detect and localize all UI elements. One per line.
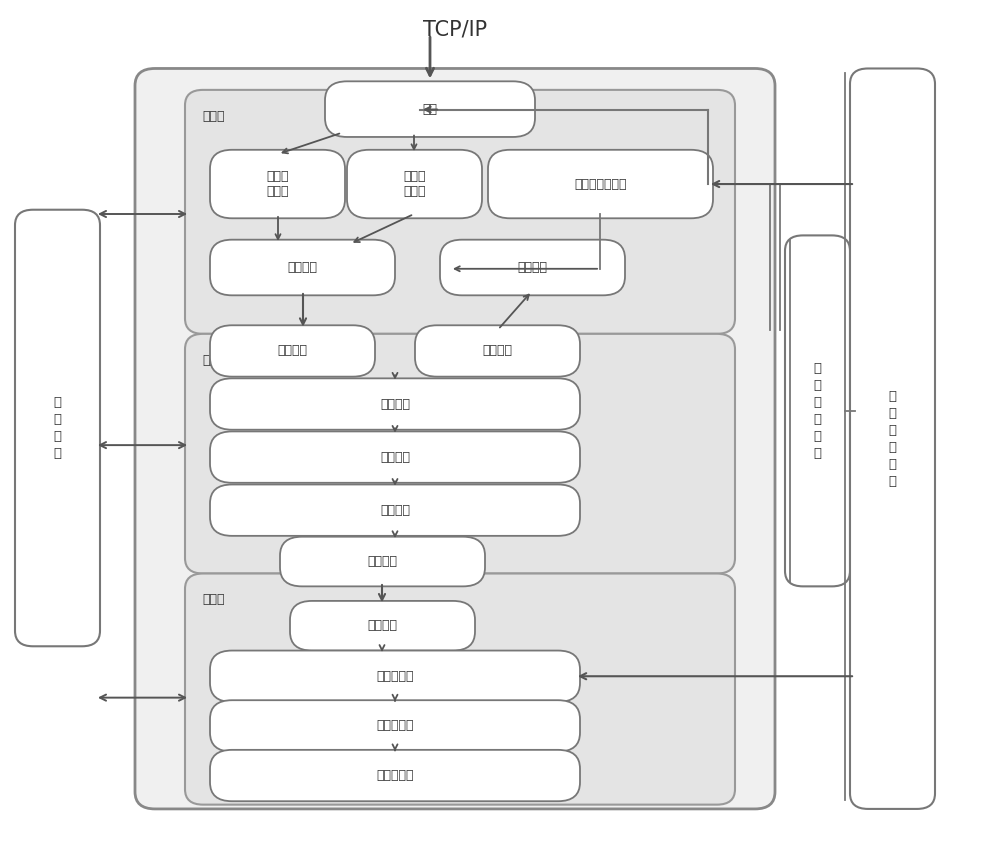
FancyBboxPatch shape	[850, 68, 935, 809]
FancyBboxPatch shape	[210, 378, 580, 430]
Text: 通信: 通信	[423, 103, 438, 116]
FancyBboxPatch shape	[415, 325, 580, 377]
FancyBboxPatch shape	[347, 150, 482, 218]
FancyBboxPatch shape	[785, 235, 850, 586]
Text: 执行层: 执行层	[202, 593, 224, 606]
Text: 任务决策: 任务决策	[380, 450, 410, 464]
Text: 控制指令: 控制指令	[367, 555, 397, 568]
FancyBboxPatch shape	[210, 240, 395, 295]
FancyBboxPatch shape	[210, 750, 580, 801]
FancyBboxPatch shape	[210, 150, 345, 218]
Text: 接收信息: 接收信息	[278, 344, 308, 358]
Text: 公
共
数
据: 公 共 数 据	[53, 396, 61, 460]
Text: 监测层: 监测层	[202, 110, 224, 122]
FancyBboxPatch shape	[210, 651, 580, 702]
FancyBboxPatch shape	[440, 240, 625, 295]
FancyBboxPatch shape	[210, 700, 580, 752]
FancyBboxPatch shape	[185, 90, 735, 334]
Text: 监
控
执
行
设
备: 监 控 执 行 设 备	[889, 389, 896, 488]
Text: TCP/IP: TCP/IP	[423, 20, 487, 40]
Text: 控制指令: 控制指令	[482, 344, 512, 358]
FancyBboxPatch shape	[290, 601, 475, 651]
Text: 控制层: 控制层	[202, 354, 224, 366]
Text: 照明等设备: 照明等设备	[376, 769, 414, 782]
Text: 指令转换: 指令转换	[367, 619, 397, 633]
Text: 任务控制: 任务控制	[380, 503, 410, 517]
FancyBboxPatch shape	[15, 210, 100, 646]
Text: 数据指
令输入: 数据指 令输入	[266, 170, 289, 198]
FancyBboxPatch shape	[210, 431, 580, 483]
Text: 资源分配: 资源分配	[380, 397, 410, 411]
FancyBboxPatch shape	[135, 68, 775, 809]
Text: 监控设备: 监控设备	[518, 261, 548, 274]
FancyBboxPatch shape	[280, 537, 485, 586]
Text: 信息输出: 信息输出	[288, 261, 318, 274]
FancyBboxPatch shape	[325, 81, 535, 137]
FancyBboxPatch shape	[210, 484, 580, 536]
Text: 传感器状态信息: 传感器状态信息	[574, 177, 627, 191]
Text: 操纵信
息输入: 操纵信 息输入	[403, 170, 426, 198]
Text: 机械手作业: 机械手作业	[376, 719, 414, 733]
Text: 判
断
紧
急
情
况: 判 断 紧 急 情 况	[814, 362, 822, 460]
FancyBboxPatch shape	[488, 150, 713, 218]
FancyBboxPatch shape	[185, 574, 735, 805]
FancyBboxPatch shape	[210, 325, 375, 377]
FancyBboxPatch shape	[185, 334, 735, 574]
Text: 推进器推力: 推进器推力	[376, 669, 414, 683]
